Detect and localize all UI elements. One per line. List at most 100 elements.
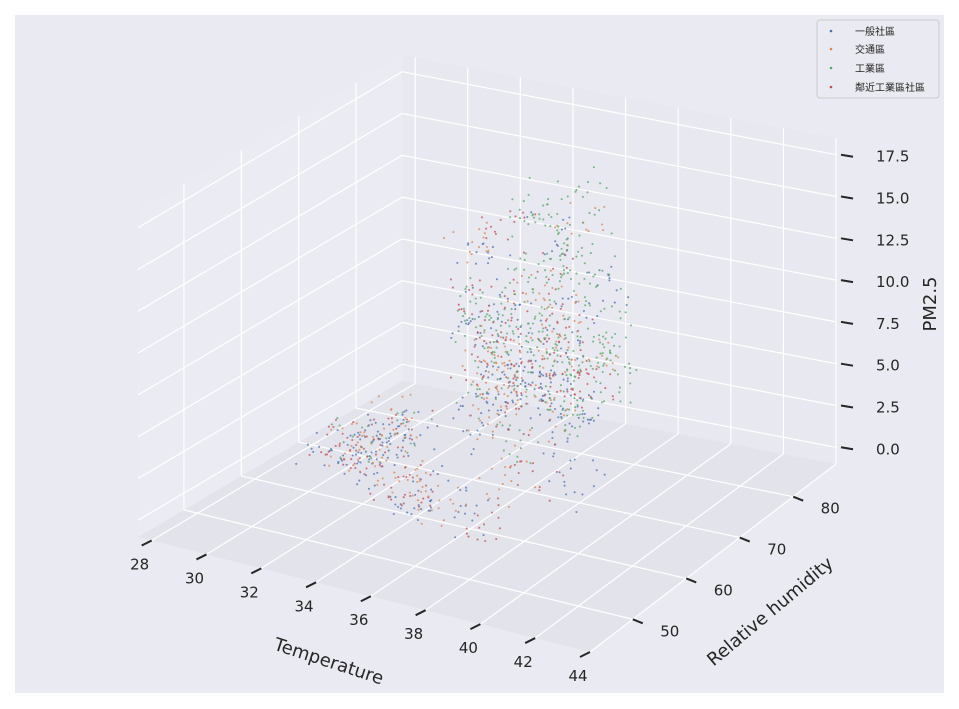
scatter-point-series-3: [624, 311, 627, 314]
scatter-point-series-4: [492, 321, 495, 324]
scatter-point-series-2: [499, 421, 502, 424]
scatter-point-series-3: [525, 388, 528, 391]
scatter-point-series-3: [560, 417, 563, 420]
scatter-point-series-3: [518, 217, 522, 220]
scatter-point-series-4: [460, 308, 463, 311]
scatter-point-series-1: [495, 278, 498, 281]
scatter-point-series-3: [515, 267, 518, 270]
scatter-point-series-1: [486, 262, 490, 265]
scatter-point-series-3: [519, 257, 522, 260]
scatter-point-series-3: [599, 310, 602, 313]
scatter-point-series-2: [520, 274, 523, 278]
scatter-point-series-4: [498, 527, 501, 530]
scatter-point-series-2: [483, 331, 486, 334]
scatter-point-series-2: [567, 346, 570, 349]
scatter-point-series-1: [393, 464, 396, 467]
scatter-point-series-3: [459, 295, 462, 298]
scatter-point-series-3: [597, 334, 601, 337]
scatter-point-series-2: [494, 386, 497, 389]
scatter-point-series-3: [565, 374, 568, 377]
scatter-point-series-4: [517, 327, 520, 331]
scatter-point-series-4: [464, 368, 467, 372]
scatter-point-series-1: [388, 436, 391, 440]
scatter-point-series-3: [454, 340, 457, 344]
scatter-point-series-1: [364, 429, 367, 432]
scatter-point-series-3: [481, 291, 484, 294]
scatter-point-series-1: [608, 277, 611, 280]
scatter-point-series-1: [515, 378, 518, 382]
scatter-point-series-1: [590, 418, 593, 421]
scatter-point-series-3: [479, 296, 482, 299]
scatter-point-series-1: [353, 433, 356, 436]
scatter-point-series-2: [560, 285, 563, 288]
scatter-point-series-3: [409, 442, 412, 445]
scatter-point-series-4: [585, 368, 588, 371]
scatter-point-series-3: [536, 346, 539, 349]
scatter-point-series-1: [429, 509, 432, 512]
scatter-point-series-2: [574, 301, 577, 304]
scatter-point-series-2: [404, 416, 407, 419]
scatter-point-series-4: [572, 369, 575, 372]
scatter-point-series-2: [386, 445, 389, 449]
scatter-point-series-3: [492, 341, 495, 344]
scatter-point-series-3: [629, 401, 632, 404]
scatter-point-series-4: [402, 502, 405, 505]
scatter-point-series-2: [569, 402, 572, 405]
scatter-point-series-4: [577, 376, 580, 380]
scatter-point-series-3: [614, 354, 617, 357]
x-tick-label: 32: [240, 583, 259, 601]
scatter-point-series-3: [551, 346, 554, 350]
scatter-point-series-1: [394, 496, 397, 499]
scatter-point-series-2: [506, 300, 509, 303]
scatter-point-series-2: [359, 431, 362, 434]
scatter-point-series-1: [323, 464, 326, 467]
scatter-point-series-3: [538, 217, 541, 220]
scatter-point-series-2: [538, 292, 541, 295]
scatter-point-series-3: [566, 349, 569, 352]
scatter-point-series-4: [593, 376, 596, 379]
scatter-point-series-2: [437, 507, 440, 510]
scatter-point-series-4: [471, 313, 474, 316]
scatter-point-series-2: [343, 452, 346, 455]
scatter-point-series-4: [467, 535, 470, 538]
scatter-point-series-2: [548, 372, 551, 375]
scatter-point-series-4: [429, 473, 432, 476]
scatter-point-series-1: [354, 453, 358, 456]
scatter-point-series-4: [559, 389, 562, 392]
scatter-point-series-2: [529, 336, 532, 339]
scatter-point-series-3: [597, 366, 600, 369]
scatter-point-series-1: [503, 373, 506, 376]
scatter-point-series-3: [516, 460, 519, 463]
scatter-point-series-1: [417, 489, 420, 492]
scatter-point-series-3: [610, 336, 614, 339]
scatter-point-series-2: [545, 318, 548, 321]
scatter-point-series-4: [478, 336, 481, 339]
scatter-point-series-2: [506, 395, 509, 398]
scatter-point-series-3: [546, 203, 549, 206]
scatter-point-series-4: [465, 379, 468, 382]
scatter-point-series-3: [394, 432, 397, 435]
scatter-point-series-1: [564, 409, 567, 412]
scatter-point-series-4: [609, 373, 612, 376]
x-gridline-floor: [370, 423, 626, 597]
scatter-point-series-4: [503, 295, 506, 298]
x-tick-mark: [469, 623, 481, 631]
scatter-point-series-4: [383, 483, 386, 486]
y-tick-label: 50: [660, 622, 679, 640]
scatter-point-series-4: [513, 289, 516, 293]
scatter-point-series-2: [551, 330, 554, 333]
scatter-point-series-1: [436, 473, 439, 476]
scatter-point-series-2: [566, 222, 569, 225]
scatter-point-series-3: [526, 351, 529, 354]
z-tick-label: 7.5: [876, 315, 900, 333]
scatter-point-series-4: [549, 385, 552, 388]
scatter-point-series-1: [497, 334, 500, 338]
scatter-point-series-4: [538, 386, 541, 389]
scatter-point-series-2: [575, 293, 578, 297]
scatter-point-series-2: [499, 336, 502, 339]
scatter-point-series-2: [554, 346, 557, 349]
scatter-point-series-1: [454, 536, 457, 539]
scatter-point-series-1: [514, 308, 517, 311]
scatter-point-series-3: [572, 349, 575, 353]
scatter-point-series-1: [480, 361, 483, 364]
